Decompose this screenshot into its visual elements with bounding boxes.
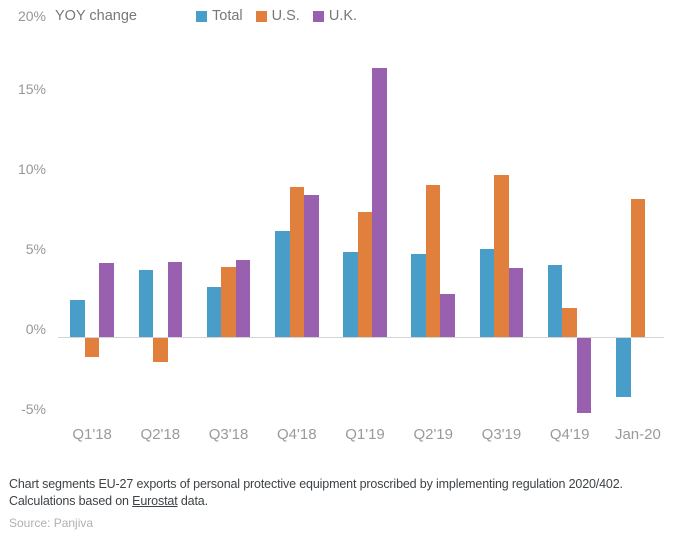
legend-swatch-icon — [255, 10, 267, 22]
chart-legend: Total U.S. U.K. — [196, 8, 357, 24]
bar-total-q118 — [70, 300, 85, 337]
bar-uk-q419 — [576, 338, 592, 414]
x-axis-label-q119: Q1'19 — [345, 426, 385, 443]
y-axis-tick-label: 0% — [25, 321, 46, 337]
bar-us-q318 — [221, 266, 236, 337]
source-line: Source: Panjiva — [9, 516, 677, 530]
x-axis-label-q318: Q3'18 — [208, 426, 249, 443]
y-axis-tick-label: 5% — [25, 241, 46, 257]
legend-item-uk: U.K. — [312, 8, 358, 24]
x-axis-label-q218: Q2'18 — [140, 426, 181, 443]
footnote-line2-prefix: Calculations based on — [9, 493, 133, 508]
bar-total-jan20 — [616, 338, 631, 398]
legend-label: Total — [212, 8, 243, 24]
bar-uk-q418 — [304, 194, 319, 337]
source-label: Source: — [9, 516, 51, 530]
bar-total-q119 — [343, 252, 358, 337]
bar-total-q219 — [411, 253, 426, 337]
bar-total-q218 — [138, 269, 154, 337]
x-axis-label-q219: Q2'19 — [413, 426, 453, 443]
bar-us-jan20 — [630, 199, 646, 337]
x-axis-label-q418: Q4'18 — [276, 426, 317, 443]
x-axis-label-q118: Q1'18 — [72, 426, 112, 443]
bar-uk-q118 — [99, 263, 114, 337]
bar-uk-q219 — [440, 293, 455, 337]
bar-total-q418 — [275, 231, 290, 337]
eurostat-link[interactable]: Eurostat — [132, 493, 178, 508]
bar-uk-q319 — [508, 268, 524, 337]
x-axis-label-q419: Q4'19 — [549, 426, 590, 443]
chart-title: YOY change — [55, 8, 137, 24]
footnote-text: Chart segments EU-27 exports of personal… — [9, 476, 677, 509]
bar-total-q318 — [206, 287, 222, 337]
chart-footnote: Chart segments EU-27 exports of personal… — [9, 476, 677, 530]
bar-us-q118 — [84, 338, 100, 358]
bar-us-q419 — [562, 308, 577, 337]
bar-us-q218 — [153, 338, 168, 362]
bar-uk-q218 — [167, 261, 183, 337]
bar-us-q418 — [289, 186, 305, 337]
x-axis-label-jan20: Jan-20 — [614, 426, 661, 443]
bar-us-q219 — [425, 185, 441, 337]
footnote-line1: Chart segments EU-27 exports of personal… — [9, 477, 623, 491]
legend-swatch-icon — [196, 10, 207, 22]
bar-total-q319 — [479, 249, 495, 337]
y-axis-tick-label: 20% — [17, 8, 46, 24]
legend-swatch-icon — [312, 10, 324, 22]
legend-item-total: Total — [196, 8, 243, 24]
y-axis-tick-label: 15% — [17, 81, 46, 97]
bar-us-q119 — [357, 212, 373, 337]
zero-axis-line — [58, 337, 664, 338]
bar-total-q419 — [547, 265, 563, 337]
footnote-line2-suffix: data. — [177, 493, 208, 508]
bar-uk-q318 — [235, 260, 251, 337]
y-axis-tick-label: 10% — [17, 161, 46, 177]
source-value: Panjiva — [53, 516, 94, 530]
x-axis-label-q319: Q3'19 — [481, 426, 522, 443]
legend-label: U.S. — [271, 8, 300, 24]
bar-uk-q119 — [372, 68, 387, 337]
bar-us-q319 — [494, 175, 509, 337]
legend-item-us: U.S. — [255, 8, 300, 24]
y-axis-tick-label: -5% — [21, 401, 46, 417]
legend-label: U.K. — [328, 8, 358, 24]
